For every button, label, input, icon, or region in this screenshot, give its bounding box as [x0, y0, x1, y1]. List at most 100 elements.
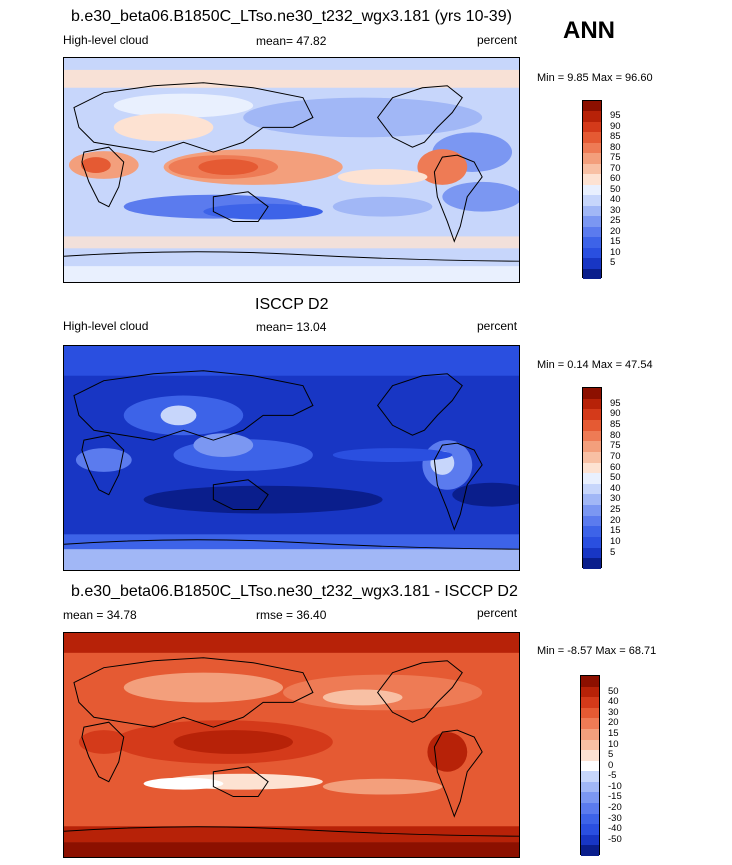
panel-3-colorbar-tick-label: -40 [608, 823, 622, 835]
panel-1-colorbar-swatch [583, 216, 601, 228]
panel-1-colorbar-swatch [583, 153, 601, 165]
panel-2-colorbar-swatch [583, 462, 601, 474]
panel-2-colorbar-swatch [583, 430, 601, 442]
panel-3-colorbar-swatch [581, 781, 599, 793]
panel-1-colorbar-tick-label: 20 [610, 225, 621, 237]
panel-2-colorbar-tick-label: 15 [610, 525, 621, 537]
panel-2-colorbar-swatch [583, 537, 601, 549]
panel-3-colorbar-tick-label: 0 [608, 759, 614, 771]
panel-2-colorbar-swatch [583, 388, 601, 400]
panel-1-colorbar-swatch [583, 268, 601, 280]
panel-3-colorbar-tick-label: 30 [608, 706, 619, 718]
panel-3-colorbar-tick-label: 15 [608, 727, 619, 739]
panel-3-mean-label: mean = 34.78 [63, 608, 137, 622]
panel-2-colorbar-tick-label: 5 [610, 546, 616, 558]
panel-1-colorbar-swatch [583, 142, 601, 154]
panel-3-units-label: percent [477, 606, 518, 620]
panel-3-colorbar-tick-label: 50 [608, 685, 619, 697]
panel-3-colorbar-swatch [581, 750, 599, 762]
panel-1-colorbar-tick-label: 70 [610, 162, 621, 174]
panel-3-colorbar-swatch [581, 697, 599, 709]
panel-1-minmax: Min = 9.85 Max = 96.60 [537, 72, 653, 84]
panel-2-colorbar-tick-label: 80 [610, 429, 621, 441]
panel-2-colorbar-tick-label: 70 [610, 450, 621, 462]
panel-2-colorbar-swatch [583, 505, 601, 517]
panel-1-colorbar-swatches [582, 100, 602, 280]
panel-1-colorbar-swatch [583, 195, 601, 207]
panel-3-colorbar-swatch [581, 718, 599, 730]
season-label: ANN [563, 17, 615, 44]
panel-2-colorbar-tick-label: 25 [610, 504, 621, 516]
panel-2-colorbar-tick-label: 90 [610, 408, 621, 420]
panel-2-colorbar-swatch [583, 441, 601, 453]
panel-2-colorbar-tick-label: 95 [610, 397, 621, 409]
panel-2-units-label: percent [477, 319, 518, 333]
panel-2-minmax: Min = 0.14 Max = 47.54 [537, 359, 653, 371]
panel-1-colorbar-swatch [583, 226, 601, 238]
panel-3-colorbar-swatches [580, 675, 600, 857]
panel-1-colorbar-swatch [583, 111, 601, 123]
panel-1-colorbar-tick-label: 5 [610, 257, 616, 269]
panel-1-colorbar-tick-label: 40 [610, 194, 621, 206]
panel-3-colorbar-swatch [581, 728, 599, 741]
panel-1-colorbar-tick-label: 90 [610, 120, 621, 132]
panel-1-colorbar-swatch [583, 184, 601, 196]
panel-1-colorbar-swatch [583, 174, 601, 186]
panel-3-colorbar-swatch [581, 771, 599, 783]
panel-1-colorbar-tick-label: 60 [610, 173, 621, 185]
panel-2-colorbar-swatch [583, 473, 601, 485]
panel-1-colorbar-swatch [583, 205, 601, 217]
panel-1-colorbar-swatch [583, 237, 601, 249]
panel-3-colorbar-tick-label: -15 [608, 791, 622, 803]
panel-1-title: b.e30_beta06.B1850C_LTso.ne30_t232_wgx3.… [71, 8, 512, 25]
panel-2-colorbar-tick-label: 85 [610, 418, 621, 430]
panel-1-colorbar-swatch [583, 258, 601, 270]
panel-3-rmse-label: rmse = 36.40 [256, 608, 327, 622]
panel-3-colorbar-swatch [581, 676, 599, 688]
panel-3-colorbar-swatch [581, 845, 599, 857]
panel-3-colorbar-tick-label: -30 [608, 812, 622, 824]
panel-2-mean-label: mean= 13.04 [256, 320, 327, 334]
panel-1-mean-label: mean= 47.82 [256, 34, 327, 48]
panel-2-colorbar-swatch [583, 398, 601, 410]
panel-3-minmax: Min = -8.57 Max = 68.71 [537, 645, 657, 657]
panel-2-title: ISCCP D2 [255, 296, 329, 313]
panel-3-colorbar-swatch [581, 760, 599, 772]
panel-3-colorbar-swatch [581, 803, 599, 815]
panel-2-colorbar-tick-label: 30 [610, 493, 621, 505]
panel-3-colorbar-swatch [581, 792, 599, 804]
panel-2-colorbar-tick-label: 10 [610, 536, 621, 548]
panel-2-variable-label: High-level cloud [63, 319, 149, 333]
panel-2-map [63, 345, 520, 571]
panel-3-colorbar-tick-label: -5 [608, 770, 617, 782]
panel-1-colorbar-tick-label: 85 [610, 131, 621, 143]
panel-1-colorbar-tick-label: 50 [610, 183, 621, 195]
panel-3-colorbar-tick-label: 5 [608, 749, 614, 761]
panel-3-map [63, 632, 520, 858]
panel-1-colorbar-tick-label: 80 [610, 141, 621, 153]
panel-2-colorbar-swatches [582, 387, 602, 570]
panel-2-colorbar-swatch [583, 558, 601, 570]
panel-2-colorbar-tick-label: 60 [610, 461, 621, 473]
panel-1-colorbar-swatch [583, 247, 601, 259]
panel-1-variable-label: High-level cloud [63, 33, 149, 47]
panel-2-colorbar-tick-label: 20 [610, 514, 621, 526]
panel-1-colorbar-tick-label: 30 [610, 204, 621, 216]
panel-2-colorbar-tick-label: 40 [610, 482, 621, 494]
panel-1-colorbar-tick-label: 15 [610, 236, 621, 248]
panel-3-colorbar-tick-label: 20 [608, 717, 619, 729]
panel-2-colorbar-swatch [583, 483, 601, 495]
panel-2-colorbar-tick-label: 75 [610, 440, 621, 452]
panel-3-colorbar-swatch [581, 686, 599, 698]
panel-3-colorbar-swatch [581, 739, 599, 751]
panel-1-colorbar-swatch [583, 163, 601, 175]
panel-3-colorbar-tick-label: -50 [608, 833, 622, 845]
panel-1-colorbar-tick-label: 25 [610, 215, 621, 227]
panel-3-colorbar-swatch [581, 834, 599, 846]
panel-1-colorbar-swatch [583, 101, 601, 112]
panel-2-colorbar-swatch [583, 547, 601, 559]
panel-3-title: b.e30_beta06.B1850C_LTso.ne30_t232_wgx3.… [71, 583, 518, 600]
panel-2-colorbar-swatch [583, 419, 601, 432]
panel-2-colorbar-swatch [583, 451, 601, 464]
panel-3-colorbar-tick-label: 10 [608, 738, 619, 750]
